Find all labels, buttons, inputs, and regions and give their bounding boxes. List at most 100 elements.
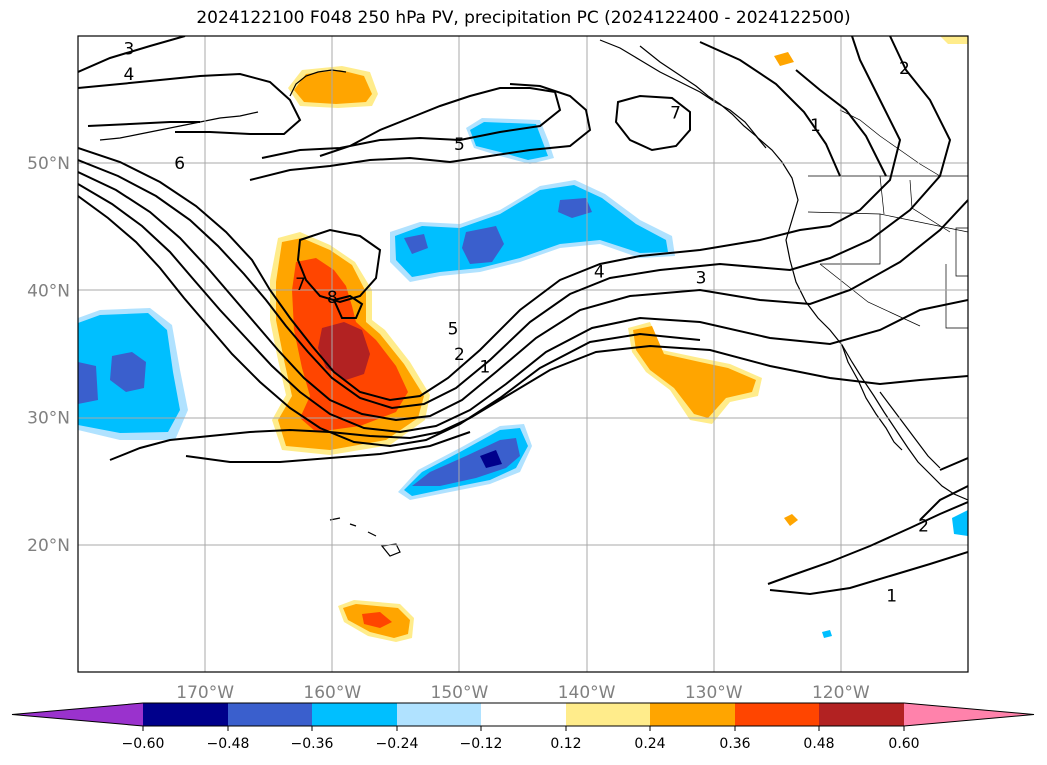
contour-label: 2	[454, 345, 465, 365]
figure-title: 2024122100 F048 250 hPa PV, precipitatio…	[196, 8, 851, 28]
gulf-of-california	[879, 391, 941, 469]
colorbar: −0.60 −0.48 −0.36 −0.24 −0.12 0.12 0.24 0.36 0.4…	[11, 702, 1035, 752]
colorbar-tick-label: 0.60	[888, 736, 919, 752]
lon-tick-label: 150°W	[431, 683, 489, 703]
lon-tick-label: 170°W	[176, 683, 234, 703]
lon-tick-label: 120°W	[812, 683, 870, 703]
hawaii-islands	[329, 517, 401, 557]
pv-contour	[78, 195, 701, 448]
lon-tick-label: 130°W	[685, 683, 743, 703]
negative-anomaly-area	[558, 198, 592, 218]
colorbar-tick-label: 0.36	[719, 736, 750, 752]
colorbar-segment	[650, 703, 735, 726]
lon-tick-label: 140°W	[558, 683, 616, 703]
colorbar-segment	[143, 703, 228, 726]
aleutian-islands	[99, 111, 259, 141]
negative-anomaly-area	[110, 352, 146, 392]
latitude-labels: 20°N 30°N 40°N 50°N	[27, 154, 70, 556]
colorbar-extend-low	[12, 703, 143, 726]
negative-anomaly-area	[412, 438, 520, 486]
contour-label: 1	[479, 358, 490, 378]
lat-tick-label: 50°N	[27, 154, 70, 174]
positive-anomaly-area	[784, 514, 798, 526]
contour-label: 1	[810, 116, 821, 136]
baja-peninsula	[841, 344, 903, 451]
gridlines	[78, 36, 968, 672]
colorbar-segment	[566, 703, 650, 726]
pv-contour	[78, 36, 902, 402]
contour-label: 7	[295, 275, 306, 295]
negative-anomaly-area	[822, 630, 832, 638]
pv-contour	[614, 94, 691, 152]
pv-contour	[78, 36, 186, 73]
pv-contour	[769, 551, 968, 596]
contour-label: 2	[918, 517, 929, 537]
plot-frame	[77, 35, 969, 673]
contour-label: 3	[123, 40, 134, 60]
pv-contour	[261, 87, 562, 159]
pv-contour	[332, 294, 364, 319]
positive-anomaly-area	[294, 70, 372, 104]
pv-contour	[78, 171, 968, 422]
pv-contours	[78, 36, 968, 596]
panhandle-islands	[639, 45, 767, 149]
pv-contour	[767, 501, 968, 585]
contour-label: 1	[886, 587, 897, 607]
lon-tick-label: 160°W	[303, 683, 361, 703]
contour-label: 2	[899, 59, 910, 79]
colorbar-tick-label: 0.48	[803, 736, 834, 752]
colorbar-segment	[819, 703, 904, 726]
pv-contour	[699, 41, 841, 177]
colorbar-segment	[735, 703, 819, 726]
colorbar-tick-label: 0.12	[550, 736, 581, 752]
contour-label: 7	[670, 103, 681, 123]
negative-anomaly-area	[462, 226, 504, 264]
colorbar-segment	[312, 703, 397, 726]
contour-label: 4	[594, 262, 605, 282]
pv-contour	[919, 457, 968, 521]
contour-label: 6	[174, 154, 185, 174]
lat-tick-label: 30°N	[27, 409, 70, 429]
colorbar-extend-high	[904, 703, 1034, 726]
contour-label: 8	[327, 288, 338, 308]
positive-anomaly-area	[940, 36, 968, 44]
contour-label: 3	[696, 269, 707, 289]
lat-tick-label: 40°N	[27, 281, 70, 301]
colorbar-tick-label: −0.12	[460, 736, 503, 752]
colorbar-tick-label: 0.24	[634, 736, 665, 752]
pv-contour	[296, 228, 382, 304]
longitude-labels: 170°W 160°W 150°W 140°W 130°W 120°W	[176, 683, 870, 703]
colorbar-segment	[481, 703, 566, 726]
pv-contour	[78, 72, 302, 135]
negative-anomaly-area	[404, 234, 428, 254]
negative-anomaly-area	[395, 185, 668, 277]
positive-anomaly-area	[633, 326, 756, 418]
colorbar-tick-label: −0.36	[291, 736, 334, 752]
north-american-coast	[599, 39, 968, 501]
pv-contour	[109, 344, 968, 461]
colorbar-segment	[397, 703, 481, 726]
colorbar-tick-label: −0.48	[207, 736, 250, 752]
lat-tick-label: 20°N	[27, 536, 70, 556]
pv-contour	[78, 183, 968, 434]
contour-label: 5	[454, 135, 465, 155]
colorbar-segment	[228, 703, 312, 726]
colorbar-tick-label: −0.24	[376, 736, 419, 752]
positive-anomaly-area	[362, 612, 392, 628]
alaska-coast	[289, 69, 347, 97]
pv-contour	[795, 69, 887, 177]
contour-label: 4	[123, 65, 134, 85]
pv-contour	[249, 83, 592, 181]
pv-contour	[185, 431, 471, 463]
negative-anomaly-area	[480, 450, 502, 468]
negative-anomaly-area	[78, 362, 98, 404]
positive-anomaly-area	[318, 322, 370, 380]
pv-contour	[87, 121, 200, 127]
contour-label: 5	[448, 320, 459, 340]
pv-contour	[78, 36, 952, 410]
coastlines	[99, 39, 968, 557]
negative-anomaly-area	[952, 510, 968, 536]
